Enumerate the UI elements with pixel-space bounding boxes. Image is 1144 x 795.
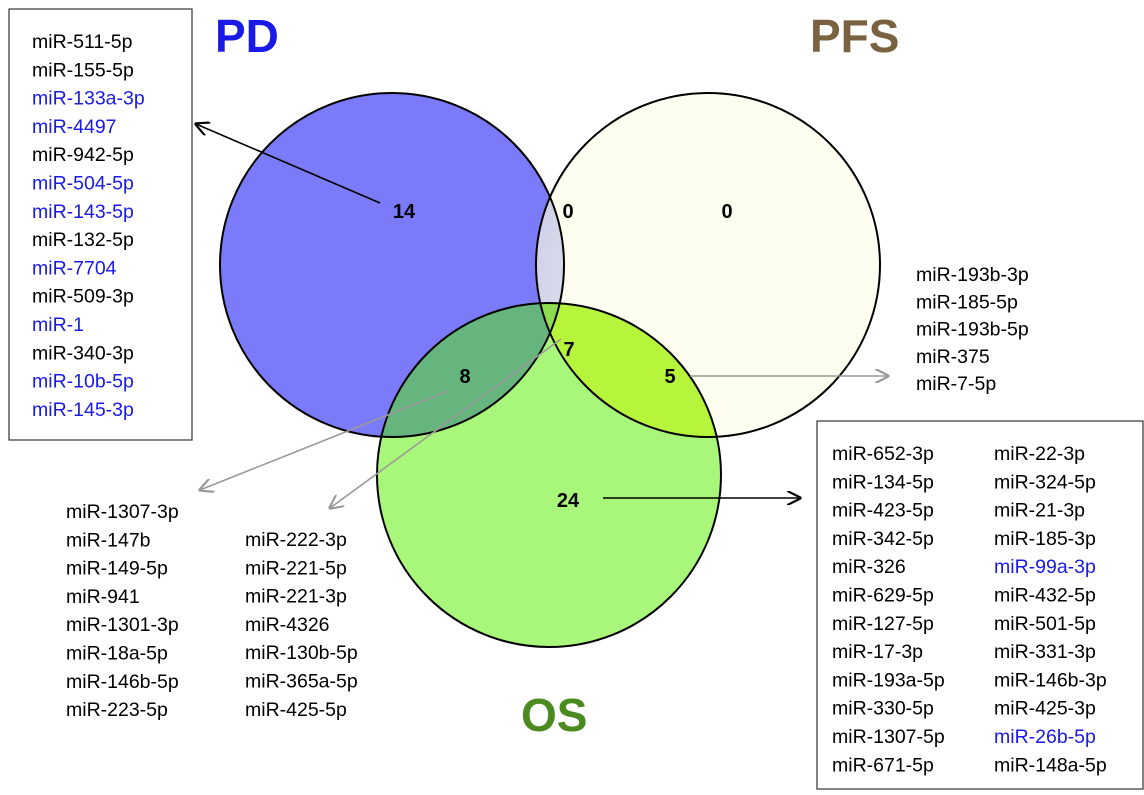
- mirna-item: miR-193b-3p: [916, 264, 1029, 286]
- os-only-list-box: [816, 420, 1144, 790]
- mirna-item: miR-221-5p: [245, 557, 347, 579]
- mirna-item: miR-1307-5p: [832, 726, 945, 748]
- mirna-item: miR-148a-5p: [994, 754, 1107, 776]
- mirna-item: miR-127-5p: [832, 613, 934, 635]
- mirna-item: miR-130b-5p: [245, 642, 358, 664]
- pd-os-overlap: [377, 303, 564, 437]
- mirna-item: miR-425-5p: [245, 699, 347, 721]
- arrow-pd-only: [196, 124, 381, 204]
- count-pd-pfs: 0: [562, 201, 573, 223]
- mirna-item: miR-21-3p: [994, 500, 1085, 522]
- mirna-item: miR-149-5p: [66, 558, 168, 580]
- pd-outline: [219, 92, 565, 438]
- mirna-item: miR-504-5p: [32, 173, 134, 195]
- mirna-item: miR-133a-3p: [32, 88, 145, 110]
- os-title: OS: [521, 689, 587, 741]
- pd-title: PD: [215, 10, 279, 62]
- mirna-item: miR-4326: [245, 614, 330, 636]
- mirna-item: miR-132-5p: [32, 229, 134, 251]
- mirna-item: miR-146b-5p: [66, 671, 179, 693]
- mirna-item: miR-324-5p: [994, 471, 1096, 493]
- mirna-item: miR-342-5p: [832, 528, 934, 550]
- mirna-item: miR-18a-5p: [66, 643, 168, 665]
- mirna-item: miR-365a-5p: [245, 671, 358, 693]
- mirna-item: miR-146b-3p: [994, 669, 1107, 691]
- mirna-item: miR-1: [32, 314, 84, 336]
- pfs-os-mirna-list: miR-193b-3p miR-185-5p miR-193b-5p miR-375 m…: [916, 264, 1029, 395]
- mirna-item: miR-326: [832, 556, 906, 578]
- pfs-outline: [535, 92, 881, 438]
- pfs-title: PFS: [810, 10, 899, 62]
- count-all-three: 7: [563, 339, 574, 361]
- mirna-item: miR-423-5p: [832, 500, 934, 522]
- pfs-os-overlap: [536, 303, 721, 437]
- mirna-item: miR-143-5p: [32, 201, 134, 223]
- mirna-item: miR-221-3p: [245, 586, 347, 608]
- pd-only-list-box: [8, 8, 193, 441]
- mirna-item: miR-155-5p: [32, 59, 134, 81]
- mirna-item: miR-223-5p: [66, 699, 168, 721]
- mirna-item: miR-942-5p: [32, 144, 134, 166]
- mirna-item: miR-1301-3p: [66, 614, 179, 636]
- count-pd-only: 14: [393, 201, 416, 223]
- count-pfs-only: 0: [721, 201, 732, 223]
- os-only-mirna-list-col1: miR-652-3p miR-134-5p miR-423-5p miR-342-5p…: [832, 443, 945, 776]
- mirna-item: miR-147b: [66, 529, 151, 551]
- mirna-item: miR-222-3p: [245, 529, 347, 551]
- mirna-item: miR-652-3p: [832, 443, 934, 465]
- arrow-pd-os: [200, 390, 449, 490]
- mirna-item: miR-193b-5p: [916, 319, 1029, 341]
- mirna-item: miR-7704: [32, 257, 117, 279]
- all-three-mirna-list: miR-222-3p miR-221-5p miR-221-3p miR-4326 mi…: [245, 529, 358, 721]
- mirna-item: miR-7-5p: [916, 373, 996, 395]
- os-outline: [376, 302, 722, 648]
- mirna-item: miR-17-3p: [832, 641, 923, 663]
- mirna-item: miR-331-3p: [994, 641, 1096, 663]
- count-pd-os: 8: [459, 366, 470, 388]
- os-only-mirna-list-col2: miR-22-3p miR-324-5p miR-21-3p miR-185-3p mi…: [994, 443, 1107, 776]
- mirna-item: miR-511-5p: [32, 31, 133, 53]
- mirna-item: miR-941: [66, 586, 140, 608]
- mirna-item: miR-375: [916, 346, 990, 368]
- mirna-item: miR-330-5p: [832, 698, 934, 720]
- mirna-item: miR-340-3p: [32, 342, 134, 364]
- mirna-item: miR-22-3p: [994, 443, 1085, 465]
- mirna-item: miR-134-5p: [832, 471, 934, 493]
- mirna-item: miR-145-3p: [32, 399, 134, 421]
- count-pfs-os: 5: [664, 366, 675, 388]
- mirna-item: miR-425-3p: [994, 698, 1096, 720]
- mirna-item: miR-10b-5p: [32, 371, 134, 393]
- mirna-item: miR-509-3p: [32, 286, 134, 308]
- mirna-item: miR-185-5p: [916, 291, 1018, 313]
- mirna-item: miR-193a-5p: [832, 669, 945, 691]
- mirna-item: miR-26b-5p: [994, 726, 1096, 748]
- pd-os-mirna-list: miR-1307-3p miR-147b miR-149-5p miR-941 miR-…: [66, 501, 179, 721]
- mirna-item: miR-99a-3p: [994, 556, 1096, 578]
- mirna-item: miR-629-5p: [832, 585, 934, 607]
- mirna-item: miR-1307-3p: [66, 501, 179, 523]
- mirna-item: miR-671-5p: [832, 754, 934, 776]
- pd-only-mirna-list: miR-511-5p miR-155-5p miR-133a-3p miR-4497 m…: [32, 31, 145, 421]
- count-os-only: 24: [557, 490, 580, 512]
- mirna-item: miR-432-5p: [994, 585, 1096, 607]
- arrow-all-three: [330, 338, 562, 508]
- mirna-item: miR-4497: [32, 116, 117, 138]
- mirna-item: miR-501-5p: [994, 613, 1096, 635]
- mirna-item: miR-185-3p: [994, 528, 1096, 550]
